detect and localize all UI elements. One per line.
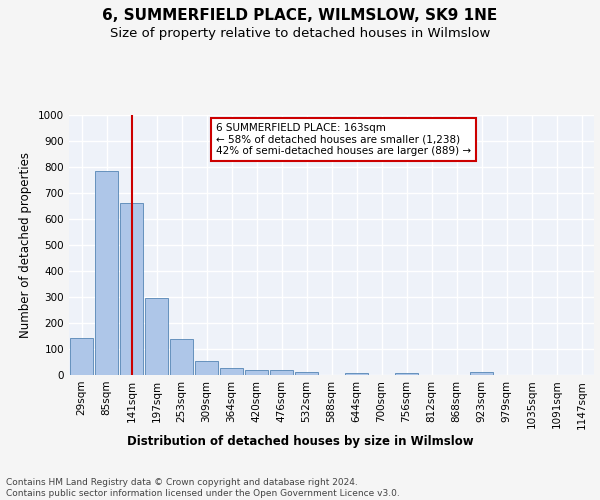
- Bar: [170, 340, 193, 375]
- Bar: [70, 338, 93, 375]
- Bar: [470, 372, 493, 375]
- Bar: [270, 370, 293, 375]
- Bar: [245, 370, 268, 375]
- Y-axis label: Number of detached properties: Number of detached properties: [19, 152, 32, 338]
- Text: 6 SUMMERFIELD PLACE: 163sqm
← 58% of detached houses are smaller (1,238)
42% of : 6 SUMMERFIELD PLACE: 163sqm ← 58% of det…: [216, 123, 471, 156]
- Bar: [195, 360, 218, 375]
- Text: Distribution of detached houses by size in Wilmslow: Distribution of detached houses by size …: [127, 435, 473, 448]
- Text: Size of property relative to detached houses in Wilmslow: Size of property relative to detached ho…: [110, 28, 490, 40]
- Bar: [120, 204, 143, 375]
- Bar: [145, 298, 168, 375]
- Bar: [395, 373, 418, 375]
- Text: 6, SUMMERFIELD PLACE, WILMSLOW, SK9 1NE: 6, SUMMERFIELD PLACE, WILMSLOW, SK9 1NE: [103, 8, 497, 22]
- Bar: [95, 172, 118, 375]
- Bar: [295, 372, 318, 375]
- Text: Contains HM Land Registry data © Crown copyright and database right 2024.
Contai: Contains HM Land Registry data © Crown c…: [6, 478, 400, 498]
- Bar: [345, 373, 368, 375]
- Bar: [220, 368, 243, 375]
